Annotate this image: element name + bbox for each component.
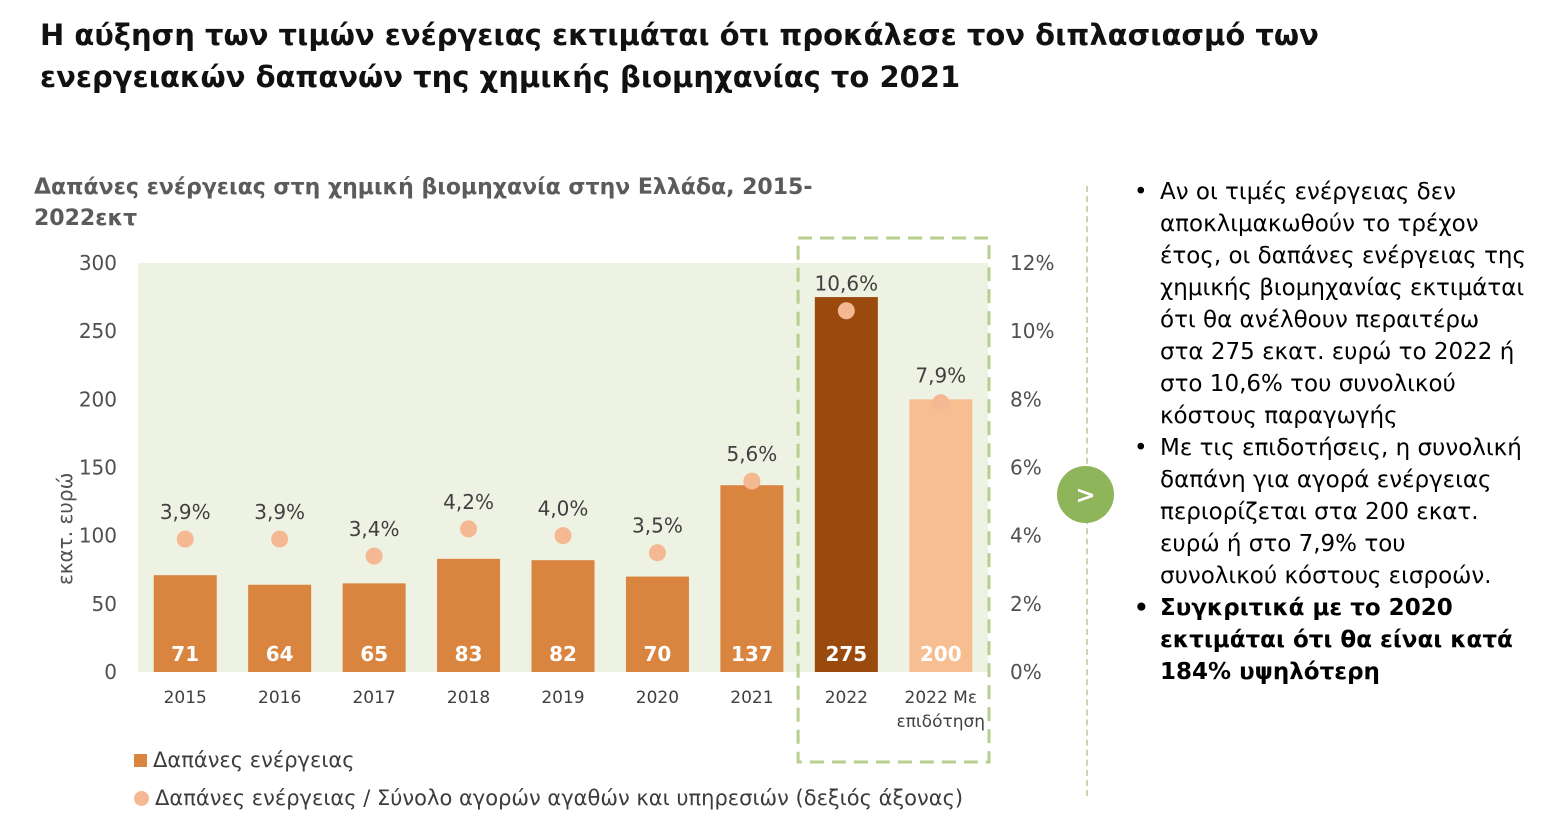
legend-item-dots: Δαπάνες ενέργειας / Σύνολο αγορών αγαθών… <box>134 786 963 810</box>
bar-value-label: 275 <box>825 642 867 666</box>
y-tick-label: 50 <box>92 592 117 616</box>
y-tick-label: 250 <box>79 319 117 343</box>
legend-item-bars: Δαπάνες ενέργειας <box>134 748 355 772</box>
legend-dot-label: Δαπάνες ενέργειας / Σύνολο αγορών αγαθών… <box>155 786 964 810</box>
legend-bar-swatch <box>134 753 147 767</box>
ratio-point <box>271 530 289 548</box>
ratio-value-label: 3,9% <box>254 500 305 524</box>
bar <box>909 399 973 672</box>
y-tick-label: 100 <box>79 524 117 548</box>
bar-value-label: 83 <box>455 642 483 666</box>
bar-value-label: 82 <box>549 642 577 666</box>
y2-tick-label: 12% <box>1010 251 1054 275</box>
y-tick-label: 300 <box>79 251 117 275</box>
ratio-value-label: 5,6% <box>726 442 777 466</box>
bar <box>625 576 689 672</box>
bar <box>248 584 312 672</box>
bar-value-label: 71 <box>171 642 199 666</box>
ratio-point <box>837 302 855 320</box>
bar-value-label: 64 <box>266 642 294 666</box>
y-axis-label: εκατ. ευρώ <box>53 473 77 585</box>
y2-tick-label: 2% <box>1010 592 1042 616</box>
ratio-point <box>743 472 761 490</box>
next-arrow-button[interactable]: > <box>1057 466 1114 523</box>
legend-bar-label: Δαπάνες ενέργειας <box>153 748 355 772</box>
ratio-value-label: 3,4% <box>349 517 400 541</box>
bar <box>720 485 784 672</box>
y2-tick-label: 6% <box>1010 456 1042 480</box>
y-tick-label: 200 <box>79 387 117 411</box>
x-tick-label: 2019 <box>541 688 584 708</box>
bar-value-label: 137 <box>731 642 773 666</box>
chart-title: Δαπάνες ενέργειας στη χημική βιομηχανία … <box>34 175 813 231</box>
bar <box>342 583 406 672</box>
ratio-point <box>932 394 950 412</box>
bar <box>437 558 501 672</box>
y2-tick-label: 4% <box>1010 524 1042 548</box>
y2-tick-label: 0% <box>1010 660 1042 684</box>
highlight-box <box>796 236 991 764</box>
ratio-value-label: 3,9% <box>160 500 211 524</box>
x-tick-label: 2017 <box>352 688 395 708</box>
legend-dot-swatch <box>134 790 149 806</box>
ratio-point <box>176 530 194 548</box>
x-tick-label: 2018 <box>447 688 490 708</box>
ratio-point <box>460 520 478 538</box>
x-tick-label: 2016 <box>258 688 301 708</box>
x-tick-label: επιδότηση <box>897 712 986 732</box>
bar <box>531 560 595 672</box>
bar-value-label: 200 <box>920 642 962 666</box>
bullet-item: Αν οι τιμές ενέργειας δεν αποκλιμακωθούν… <box>1130 176 1530 432</box>
x-tick-label: 2021 <box>730 688 773 708</box>
bar <box>814 297 878 672</box>
bar-value-label: 70 <box>644 642 672 666</box>
x-tick-label: 2020 <box>636 688 679 708</box>
y-tick-label: 0 <box>104 660 117 684</box>
energy-cost-chart: 0 50 100 150 200 250 300 0% 2% 4% 6% 8% 10% 12% εκατ. … <box>53 236 1054 764</box>
bar-value-label: 65 <box>360 642 388 666</box>
bar <box>153 575 217 672</box>
x-tick-label: 2022 <box>825 688 868 708</box>
y-tick-label: 150 <box>79 456 117 480</box>
y2-tick-label: 10% <box>1010 319 1054 343</box>
x-tick-label: 2015 <box>164 688 207 708</box>
page-title: Η αύξηση των τιμών ενέργειας εκτιμάται ό… <box>40 18 1319 94</box>
bullet-list: Αν οι τιμές ενέργειας δεν αποκλιμακωθούν… <box>1130 176 1530 688</box>
bullet-item-bold: Συγκριτικά με το 2020 εκτιμάται ότι θα ε… <box>1130 592 1530 688</box>
ratio-value-label: 3,5% <box>632 514 683 538</box>
ratio-value-label: 4,0% <box>538 497 589 521</box>
ratio-value-label: 7,9% <box>915 364 966 388</box>
ratio-value-label: 4,2% <box>443 490 494 514</box>
ratio-point <box>648 544 666 562</box>
ratio-point <box>365 547 383 565</box>
y2-tick-label: 8% <box>1010 387 1042 411</box>
x-tick-label: 2022 Με <box>905 688 978 708</box>
ratio-value-label: 10,6% <box>815 272 879 296</box>
ratio-point <box>554 527 572 545</box>
bullet-item: Με τις επιδοτήσεις, η συνολική δαπάνη γι… <box>1130 432 1530 592</box>
